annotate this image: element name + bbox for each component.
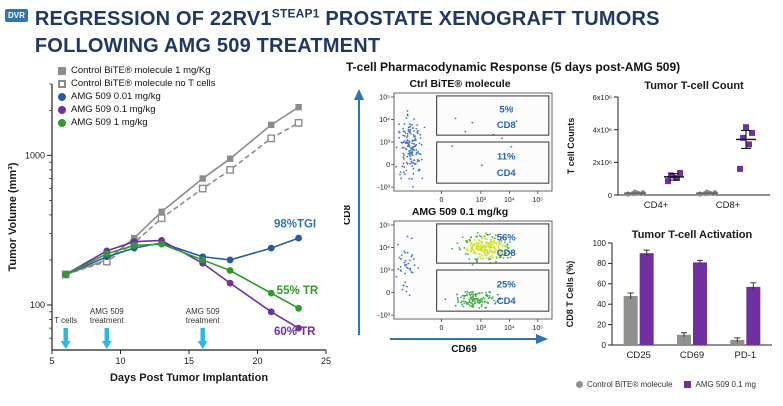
svg-text:AMG 509: AMG 509 (90, 307, 124, 316)
svg-text:0: 0 (386, 290, 390, 297)
svg-text:T cells: T cells (54, 316, 77, 325)
pharmacodynamic-panel: T-cell Pharmacodynamic Response (5 days … (344, 60, 783, 406)
svg-text:25: 25 (321, 356, 331, 366)
activation-legend: Control BiTE® molecule AMG 509 0.1 mg (576, 380, 778, 389)
svg-text:T cell Counts: T cell Counts (566, 118, 576, 175)
legend-item: AMG 509 0.01 mg/kg (58, 90, 215, 103)
svg-text:treatment: treatment (186, 316, 221, 325)
svg-text:0: 0 (608, 191, 612, 200)
tumor-volume-legend: Control BiTE® molecule 1 mg/Kg Control Bi… (58, 64, 215, 129)
svg-text:CD8: CD8 (344, 205, 353, 225)
svg-text:5%: 5% (499, 104, 513, 115)
svg-text:-10³: -10³ (378, 185, 391, 192)
svg-text:80: 80 (597, 259, 606, 268)
svg-text:10: 10 (115, 356, 125, 366)
tcell-activation-chart: Tumor T-cell Activation 0 20 40 60 80 100 CD8 T… (565, 229, 772, 361)
svg-text:10³: 10³ (380, 140, 391, 147)
svg-text:0: 0 (386, 162, 390, 169)
svg-text:25%: 25% (497, 279, 517, 290)
svg-text:Tumor Volume (mm³): Tumor Volume (mm³) (7, 162, 19, 271)
svg-text:0: 0 (439, 197, 443, 204)
svg-text:10⁵: 10⁵ (379, 94, 390, 101)
flow-plot-amg: 10⁵ 10⁴ 10³ 0 -10³ 0 10³ 10⁴ 10⁵ 56% CD8 25% CD4 (378, 220, 553, 332)
svg-text:0: 0 (439, 325, 443, 332)
flow-cytometry-panel: CD8 Ctrl BiTE® molecule 10⁵ 10⁴ 10³ 0 -10³ 0 1… (344, 77, 564, 389)
svg-text:treatment: treatment (90, 316, 125, 325)
svg-text:10³: 10³ (380, 268, 391, 275)
svg-text:CD4+: CD4+ (644, 200, 669, 211)
svg-text:AMG 509: AMG 509 (186, 307, 220, 316)
title-line1: REGRESSION OF 22RV1STEAP1 PROSTATE XENOG… (34, 6, 660, 30)
tumor-volume-chart: 100 1000 5 10 15 20 25 Days Post Tumor Implanta… (7, 83, 331, 384)
svg-text:10³: 10³ (476, 197, 487, 204)
tcell-count-chart: Tumor T-cell Count 0 2x10⁶ 4x10⁶ 6x10⁶ T cell… (566, 80, 770, 211)
svg-text:CD25: CD25 (627, 350, 651, 361)
svg-text:20: 20 (252, 356, 262, 366)
svg-text:10⁴: 10⁴ (504, 325, 515, 332)
svg-text:CD8: CD8 (497, 248, 516, 259)
flow-plot-ctrl: 10⁵ 10⁴ 10³ 0 -10³ 0 10³ 10⁴ 10⁵ 5% CD8 11% CD4 (378, 92, 553, 204)
svg-text:10⁴: 10⁴ (504, 197, 515, 204)
svg-text:4x10⁶: 4x10⁶ (593, 125, 612, 134)
section-header: T-cell Pharmacodynamic Response (5 days … (346, 60, 681, 74)
legend-item: Control BiTE® molecule 1 mg/Kg (58, 64, 215, 77)
svg-text:100: 100 (593, 239, 607, 248)
svg-text:0: 0 (602, 341, 607, 350)
slide-title: REGRESSION OF 22RV1STEAP1 PROSTATE XENOG… (35, 5, 660, 60)
svg-text:10⁵: 10⁵ (532, 197, 543, 204)
svg-text:100: 100 (30, 300, 45, 310)
content: Control BiTE® molecule 1 mg/Kg Control Bi… (0, 60, 783, 406)
svg-text:55% TR: 55% TR (277, 285, 319, 297)
svg-text:Tumor T-cell Count: Tumor T-cell Count (644, 80, 744, 92)
svg-text:5: 5 (49, 356, 54, 366)
svg-text:60: 60 (597, 280, 606, 289)
legend-item: Control BiTE® molecule no T cells (58, 77, 215, 90)
svg-text:60% TR: 60% TR (274, 326, 316, 338)
svg-text:15: 15 (184, 356, 194, 366)
svg-text:11%: 11% (497, 151, 516, 162)
cd8-axis-arrow: CD8 (344, 89, 364, 335)
svg-text:40: 40 (597, 300, 606, 309)
legend-item: AMG 509 0.1 mg (684, 380, 756, 389)
svg-text:10⁴: 10⁴ (379, 117, 390, 124)
tumor-volume-panel: Control BiTE® molecule 1 mg/Kg Control Bi… (2, 60, 350, 406)
svg-text:CD69: CD69 (680, 350, 704, 361)
svg-text:CD8 T Cells (%): CD8 T Cells (%) (565, 261, 575, 328)
svg-text:98%TGI: 98%TGI (274, 218, 316, 230)
title-line2: FOLLOWING AMG 509 TREATMENT (34, 34, 381, 57)
slide-header: DVR REGRESSION OF 22RV1STEAP1 PROSTATE X… (5, 5, 660, 60)
svg-text:Days Post Tumor Implantation: Days Post Tumor Implantation (110, 372, 268, 384)
cd69-axis-arrow: CD69 (390, 334, 548, 355)
flow-grid: CD8 Ctrl BiTE® molecule 10⁵ 10⁴ 10³ 0 -10³ 0 1… (344, 77, 564, 355)
svg-text:CD8: CD8 (497, 120, 516, 131)
legend-item: AMG 509 0.1 mg/kg (58, 103, 215, 116)
svg-text:CD4: CD4 (497, 296, 517, 307)
legend-item: Control BiTE® molecule (576, 380, 672, 389)
svg-text:56%: 56% (497, 232, 517, 243)
pharmacodynamic-row: CD8 Ctrl BiTE® molecule 10⁵ 10⁴ 10³ 0 -10³ 0 1… (344, 77, 783, 389)
svg-text:6x10⁶: 6x10⁶ (593, 93, 612, 102)
svg-text:CD8+: CD8+ (716, 200, 741, 211)
svg-text:1000: 1000 (25, 150, 45, 160)
svg-text:CD69: CD69 (451, 344, 477, 355)
flow-panel-title-ctrl: Ctrl BiTE® molecule (409, 78, 511, 90)
svg-text:10⁵: 10⁵ (532, 325, 543, 332)
svg-text:10³: 10³ (476, 325, 487, 332)
svg-text:10⁵: 10⁵ (379, 222, 390, 229)
svg-text:10⁴: 10⁴ (379, 245, 390, 252)
svg-text:CD4: CD4 (497, 168, 517, 179)
svg-text:-10³: -10³ (378, 313, 391, 320)
svg-text:2x10⁶: 2x10⁶ (593, 158, 612, 167)
svg-text:PD-1: PD-1 (735, 350, 757, 361)
flow-panel-title-amg: AMG 509 0.1 mg/kg (411, 206, 509, 218)
legend-item: AMG 509 1 mg/kg (58, 116, 215, 129)
dvr-badge: DVR (5, 9, 28, 22)
svg-text:Tumor T-cell Activation: Tumor T-cell Activation (632, 229, 753, 241)
tcell-charts-panel: Tumor T-cell Count 0 2x10⁶ 4x10⁶ 6x10⁶ T cell… (564, 77, 778, 389)
svg-text:20: 20 (597, 320, 606, 329)
title-superscript: STEAP1 (271, 6, 320, 20)
